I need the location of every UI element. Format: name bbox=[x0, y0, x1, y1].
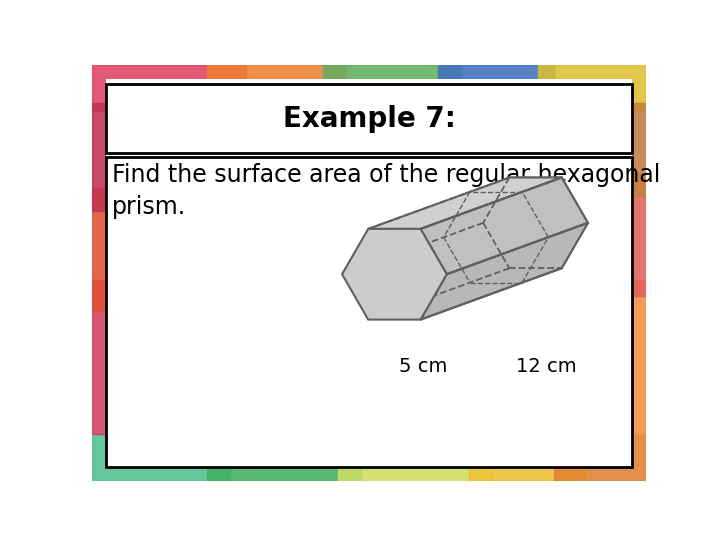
Polygon shape bbox=[483, 178, 588, 268]
Polygon shape bbox=[368, 178, 562, 229]
Bar bbox=[539, 65, 647, 111]
Bar bbox=[92, 103, 134, 211]
Text: Example 7:: Example 7: bbox=[282, 105, 456, 133]
Polygon shape bbox=[342, 229, 447, 320]
Bar bbox=[207, 434, 361, 481]
Bar bbox=[469, 438, 585, 481]
Bar bbox=[600, 280, 647, 434]
Text: 12 cm: 12 cm bbox=[516, 357, 577, 376]
Bar bbox=[92, 65, 246, 111]
Bar bbox=[115, 96, 207, 157]
Bar bbox=[207, 65, 346, 111]
Polygon shape bbox=[420, 178, 588, 274]
Bar bbox=[323, 65, 462, 103]
Text: 5 cm: 5 cm bbox=[399, 357, 447, 376]
Bar bbox=[338, 438, 492, 481]
Polygon shape bbox=[420, 223, 588, 320]
Bar bbox=[92, 434, 230, 481]
Bar bbox=[115, 403, 230, 465]
Bar bbox=[92, 188, 130, 311]
Bar bbox=[523, 403, 623, 465]
Text: Find the surface area of the regular hexagonal
prism.: Find the surface area of the regular hex… bbox=[112, 164, 660, 219]
Bar bbox=[539, 96, 616, 157]
Bar bbox=[554, 434, 647, 481]
Bar bbox=[604, 173, 647, 296]
Bar bbox=[106, 157, 632, 467]
Bar bbox=[600, 103, 647, 195]
Bar bbox=[92, 280, 138, 434]
Bar bbox=[106, 84, 632, 153]
Bar bbox=[438, 65, 554, 111]
